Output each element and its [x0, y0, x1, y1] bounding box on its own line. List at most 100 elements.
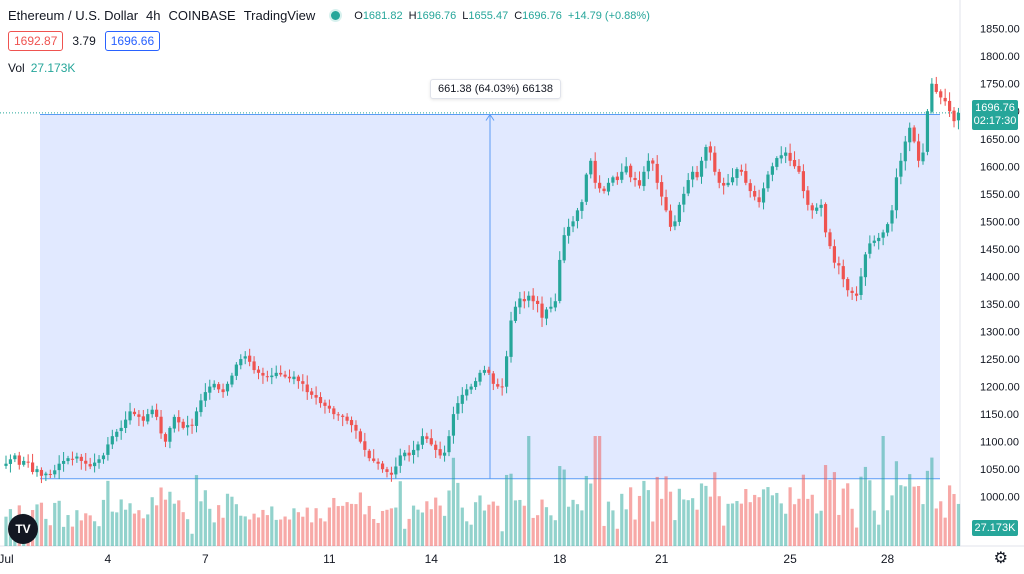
volume-bar — [194, 475, 199, 546]
candle-body — [850, 290, 854, 293]
volume-bar — [952, 494, 956, 546]
candle-body — [478, 372, 482, 382]
candle-body — [606, 182, 611, 192]
volume-bar — [265, 515, 269, 546]
volume-bar — [469, 524, 473, 546]
y-tick-label: 1050.00 — [980, 464, 1020, 476]
x-tick-label: 4 — [105, 552, 112, 566]
candle-body — [469, 386, 473, 390]
volume-bar — [593, 436, 597, 546]
volume-bar — [487, 504, 491, 546]
volume-bar — [61, 526, 66, 546]
candle-body — [442, 452, 447, 456]
volume-bar — [513, 500, 518, 546]
volume-bar — [509, 473, 513, 546]
symbol-title[interactable]: Ethereum / U.S. Dollar — [8, 8, 139, 23]
candle-body — [859, 276, 863, 295]
volume-bar — [726, 503, 730, 546]
candle-body — [877, 237, 881, 242]
volume-bar — [70, 526, 75, 546]
candle-body — [806, 190, 810, 205]
candle-body — [504, 356, 509, 387]
candle-body — [536, 300, 540, 304]
x-tick-label: Jul — [0, 552, 14, 566]
volume-bar — [310, 522, 314, 546]
measure-tooltip: 661.38 (64.03%) 66138 — [430, 79, 561, 99]
candle-body — [810, 205, 814, 211]
volume-bar — [132, 513, 137, 546]
volume-bar — [4, 516, 8, 546]
volume-bar — [332, 497, 336, 546]
volume-bar — [766, 487, 770, 546]
volume-bar — [615, 528, 619, 546]
candle-body — [327, 405, 331, 409]
volume-bar — [894, 461, 899, 546]
volume-bar — [128, 503, 132, 546]
candle-body — [717, 171, 721, 183]
volume-bar — [890, 495, 894, 546]
candle-body — [305, 384, 309, 393]
volume-bar — [589, 483, 593, 546]
x-tick-label: 21 — [655, 552, 669, 566]
candle-body — [602, 188, 606, 192]
y-tick-label: 1450.00 — [980, 244, 1020, 256]
candle-body — [416, 444, 420, 451]
volume-bar — [403, 528, 407, 546]
candle-body — [35, 469, 39, 473]
volume-bar — [558, 466, 562, 546]
candle-body — [549, 306, 553, 309]
volume-bar — [301, 516, 305, 546]
candle-body — [132, 411, 137, 415]
candle-body — [217, 384, 221, 390]
volume-bar — [163, 499, 168, 546]
volume-bar — [500, 531, 504, 546]
y-tick-label: 1550.00 — [980, 189, 1020, 201]
gear-icon[interactable]: ⚙ — [993, 550, 1008, 567]
candle-body — [571, 221, 575, 227]
volume-bar — [846, 483, 850, 546]
volume-bar — [553, 520, 557, 546]
interval-label[interactable]: 4h — [146, 8, 161, 23]
candle-body — [881, 232, 885, 238]
volume-bar — [110, 511, 114, 546]
candle-body — [70, 458, 75, 460]
volume-bar — [442, 515, 447, 546]
candle-body — [801, 171, 805, 192]
x-tick-label: 18 — [553, 552, 567, 566]
candle-body — [691, 171, 695, 180]
candle-body — [367, 450, 371, 459]
candle-body — [332, 408, 336, 415]
candle-body — [79, 456, 83, 461]
buy-button[interactable]: 1696.66 — [104, 31, 161, 51]
candle-body — [620, 171, 624, 180]
candle-body — [349, 419, 354, 426]
volume-bar — [722, 525, 726, 546]
volume-bar — [540, 499, 544, 546]
candle-body — [39, 469, 44, 476]
y-tick-label: 1000.00 — [980, 492, 1020, 504]
volume-bar — [411, 505, 416, 546]
volume-bar — [425, 501, 429, 546]
sell-button[interactable]: 1692.87 — [8, 31, 64, 51]
x-tick-label: 11 — [323, 552, 336, 566]
volume-bar — [137, 510, 141, 546]
volume-bar — [478, 495, 482, 546]
candle-body — [380, 463, 385, 470]
candle-body — [296, 376, 300, 382]
volume-bar — [398, 481, 402, 546]
candle-body — [558, 259, 562, 301]
volume-bar — [380, 510, 385, 546]
volume-legend: Vol 27.173K — [8, 61, 75, 75]
volume-bar — [212, 522, 216, 546]
volume-bar — [903, 486, 907, 546]
candle-body — [912, 127, 916, 142]
candle-body — [930, 83, 934, 112]
candle-body — [553, 301, 557, 308]
candle-body — [243, 356, 247, 359]
volume-bar — [318, 518, 323, 546]
candle-body — [256, 369, 261, 373]
tradingview-logo[interactable]: TV — [8, 514, 38, 544]
volume-bar — [850, 508, 854, 546]
candle-body — [159, 416, 163, 434]
candle-body — [677, 204, 681, 222]
